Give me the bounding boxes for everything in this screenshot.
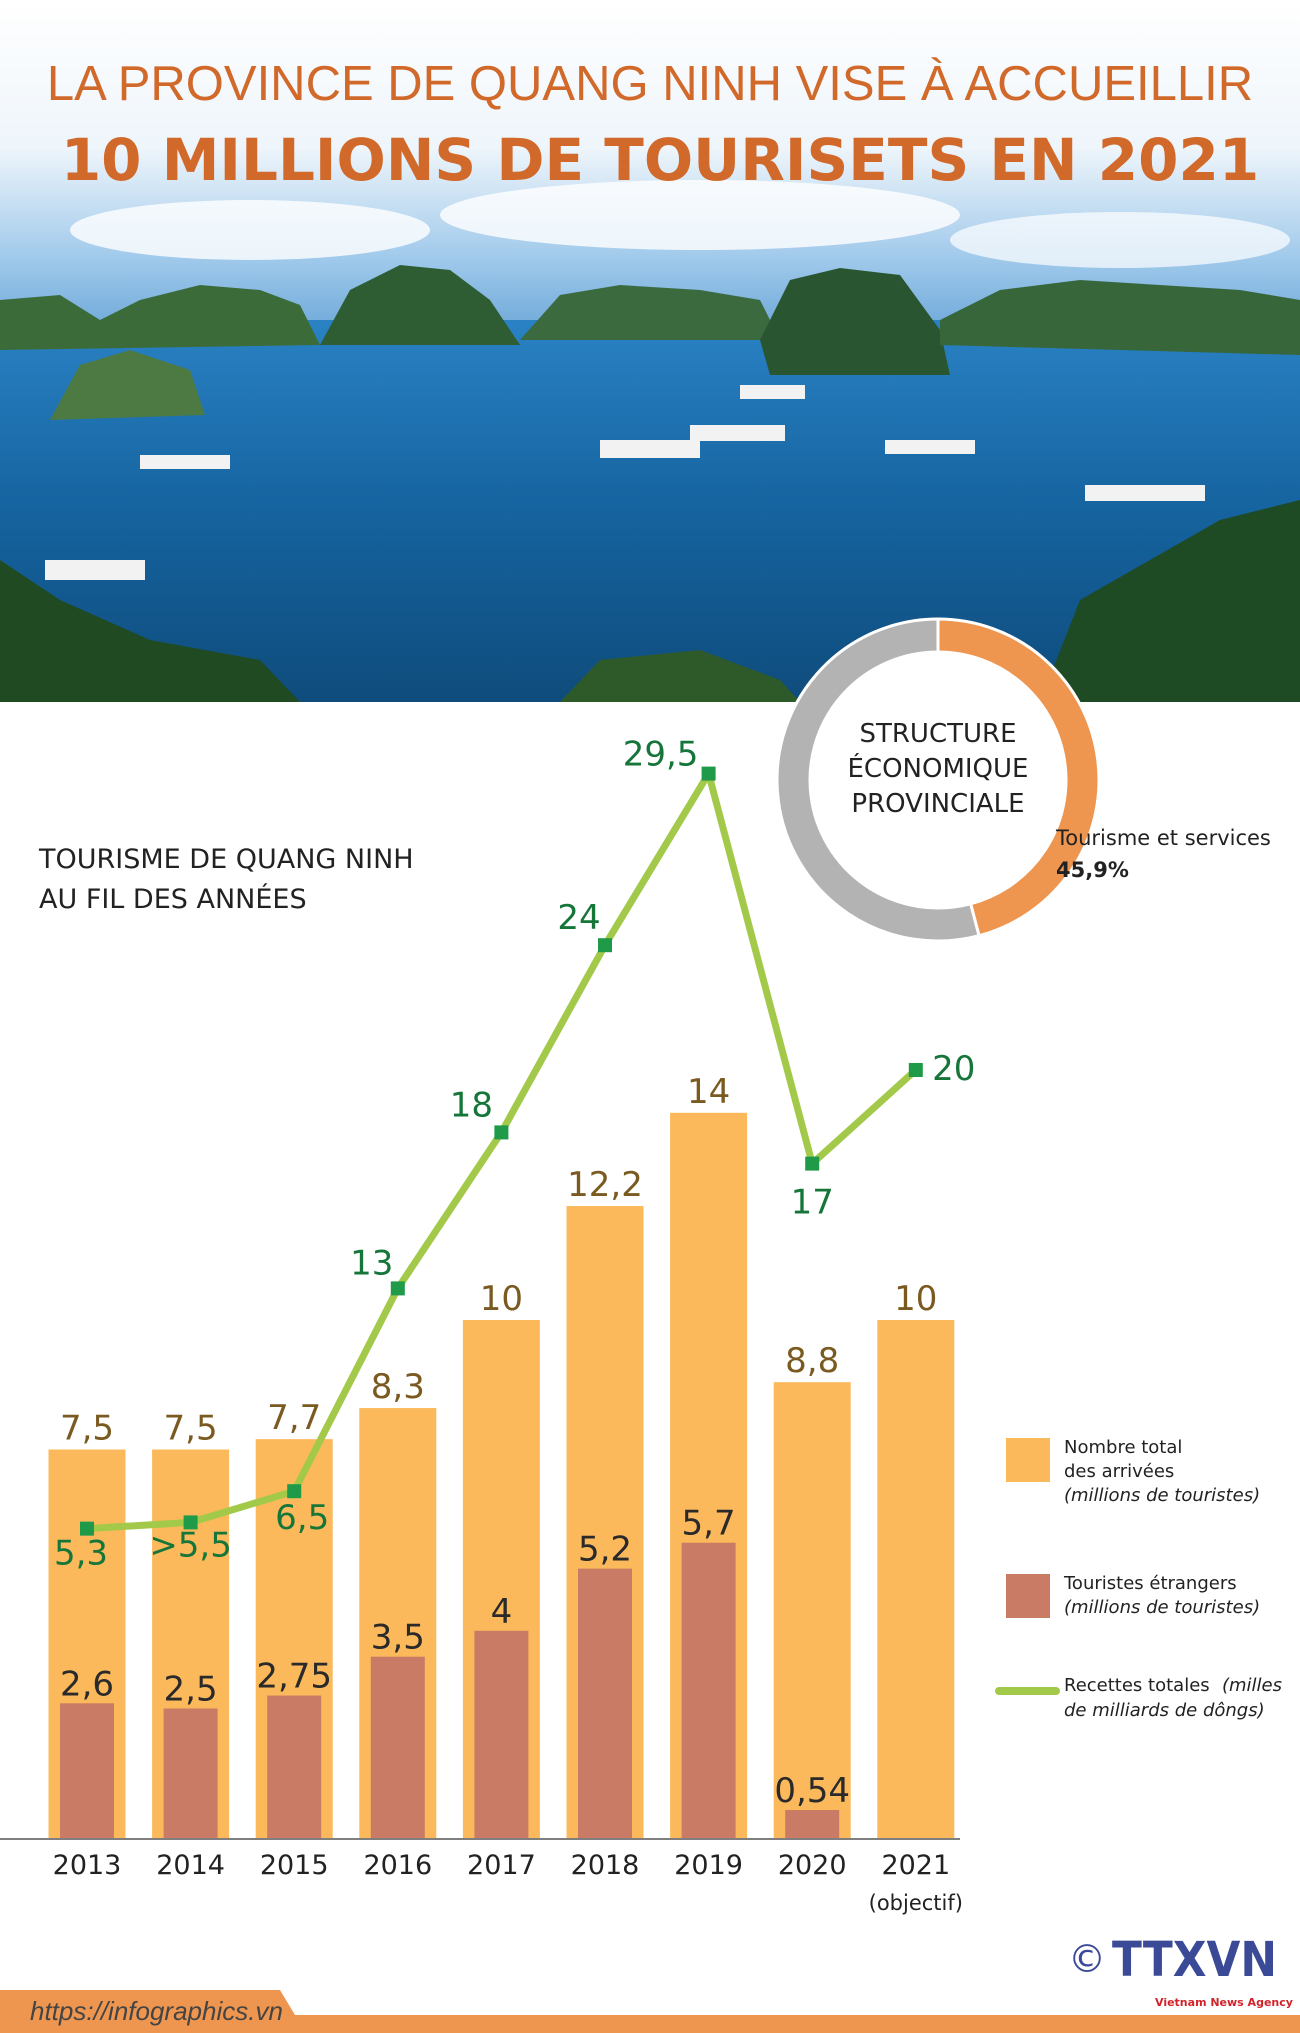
revenue-marker-2020 [805, 1156, 820, 1171]
x-tick-2013: 2013 [53, 1850, 122, 1881]
source-link[interactable]: https://infographics.vn [30, 1996, 283, 2026]
label-total-2021: 10 [894, 1279, 937, 1319]
label-foreign-2014: 2,5 [164, 1670, 218, 1710]
bar-total-2020 [773, 1382, 851, 1838]
label-revenue-2013: 5,3 [54, 1534, 108, 1574]
chart-title-line-1: TOURISME DE QUANG NINH [38, 844, 414, 875]
label-total-2019: 14 [687, 1072, 730, 1112]
ttxvn-logo: TTXVN [1112, 1932, 1277, 1988]
label-foreign-2017: 4 [491, 1592, 513, 1632]
label-foreign-2020: 0,54 [774, 1771, 850, 1811]
label-foreign-2013: 2,6 [60, 1664, 114, 1704]
label-total-2013: 7,5 [60, 1409, 114, 1449]
title-line-2: 10 MILLIONS DE TOURISETS EN 2021 [61, 126, 1259, 194]
label-total-2020: 8,8 [785, 1341, 839, 1381]
label-foreign-2019: 5,7 [682, 1504, 736, 1544]
x-tick-note-2021: (objectif) [869, 1891, 963, 1915]
bar-foreign-2015 [267, 1695, 322, 1838]
label-revenue-2017: 18 [450, 1085, 493, 1125]
label-total-2016: 8,3 [371, 1367, 425, 1407]
revenue-marker-2021 [908, 1063, 923, 1077]
bar-foreign-2016 [370, 1656, 425, 1838]
legend-revenue-unit-2: de milliards de dôngs) [1064, 1700, 1265, 1721]
label-total-2014: 7,5 [164, 1409, 218, 1449]
donut-title-line-1: STRUCTURE [859, 719, 1016, 749]
bar-foreign-2019 [681, 1542, 736, 1838]
bar-group [48, 1112, 955, 1838]
legend-revenue-label: Recettes totales [1064, 1675, 1210, 1696]
bar-foreign-2013 [60, 1703, 114, 1838]
label-revenue-2016: 13 [350, 1243, 393, 1283]
donut-hole [811, 653, 1065, 907]
label-revenue-2015: 6,5 [275, 1498, 329, 1538]
footer: https://infographics.vn © TTXVN Vietnam … [0, 1932, 1300, 2033]
legend-total-unit: (millions de touristes) [1064, 1485, 1260, 1506]
legend: Nombre total des arrivées (millions de t… [995, 1437, 1282, 1721]
donut-title-line-3: PROVINCIALE [851, 789, 1024, 819]
x-tick-2016: 2016 [363, 1850, 432, 1881]
donut-value: 45,9% [1056, 858, 1129, 882]
label-foreign-2015: 2,75 [256, 1657, 332, 1697]
logo-subtitle: Vietnam News Agency [1155, 1996, 1293, 2009]
label-group: 7,52,620137,52,520147,72,7520158,33,5201… [53, 735, 976, 1915]
bar-total-2021 [877, 1320, 955, 1838]
label-total-2017: 10 [480, 1279, 523, 1319]
bar-foreign-2014 [163, 1708, 218, 1838]
legend-swatch-total [1006, 1438, 1050, 1482]
x-tick-2017: 2017 [467, 1850, 536, 1881]
legend-swatch-foreign [1006, 1574, 1050, 1618]
donut-title-line-2: ÉCONOMIQUE [848, 752, 1029, 784]
x-tick-2018: 2018 [571, 1850, 640, 1881]
label-revenue-2019: 29,5 [623, 735, 699, 775]
revenue-marker-2019 [701, 766, 716, 781]
label-revenue-2020: 17 [791, 1183, 834, 1223]
economic-structure-donut [775, 617, 1101, 943]
revenue-marker-2014 [183, 1515, 198, 1530]
revenue-marker-2016 [390, 1281, 405, 1296]
label-total-2015: 7,7 [267, 1398, 321, 1438]
chart-title-line-2: AU FIL DES ANNÉES [39, 883, 307, 915]
legend-revenue-unit-1: (milles [1222, 1675, 1282, 1696]
legend-total-line-2: des arrivées [1064, 1461, 1174, 1482]
legend-total-line-1: Nombre total [1064, 1437, 1182, 1458]
revenue-marker-2017 [494, 1125, 509, 1140]
x-tick-2021: 2021 [881, 1850, 950, 1881]
bar-foreign-2017 [474, 1630, 529, 1838]
revenue-marker-2018 [598, 938, 612, 953]
x-tick-2014: 2014 [156, 1850, 225, 1881]
bar-foreign-2018 [578, 1568, 632, 1838]
label-revenue-2021: 20 [932, 1049, 975, 1089]
x-tick-2019: 2019 [674, 1850, 743, 1881]
legend-foreign-line-1: Touristes étrangers [1063, 1573, 1237, 1594]
label-foreign-2016: 3,5 [371, 1618, 425, 1658]
title-line-1: LA PROVINCE DE QUANG NINH VISE À ACCUEIL… [47, 57, 1253, 111]
x-tick-2015: 2015 [260, 1850, 329, 1881]
label-total-2018: 12,2 [567, 1165, 643, 1205]
donut-slice-other [775, 617, 981, 943]
x-tick-2020: 2020 [778, 1850, 847, 1881]
revenue-marker-2013 [80, 1521, 94, 1536]
copyright-icon: © [1068, 1937, 1106, 1981]
revenue-marker-2015 [287, 1484, 302, 1499]
legend-foreign-unit: (millions de touristes) [1064, 1597, 1260, 1618]
donut-label: Tourisme et services [1055, 826, 1271, 850]
footer-bar [0, 1990, 1300, 2033]
label-revenue-2018: 24 [557, 898, 600, 938]
revenue-line-group [80, 766, 923, 1536]
ha-long-bay-photo [0, 0, 1300, 702]
label-foreign-2018: 5,2 [578, 1530, 632, 1570]
label-revenue-2014: >5,5 [149, 1525, 232, 1565]
bar-foreign-2020 [785, 1810, 840, 1838]
